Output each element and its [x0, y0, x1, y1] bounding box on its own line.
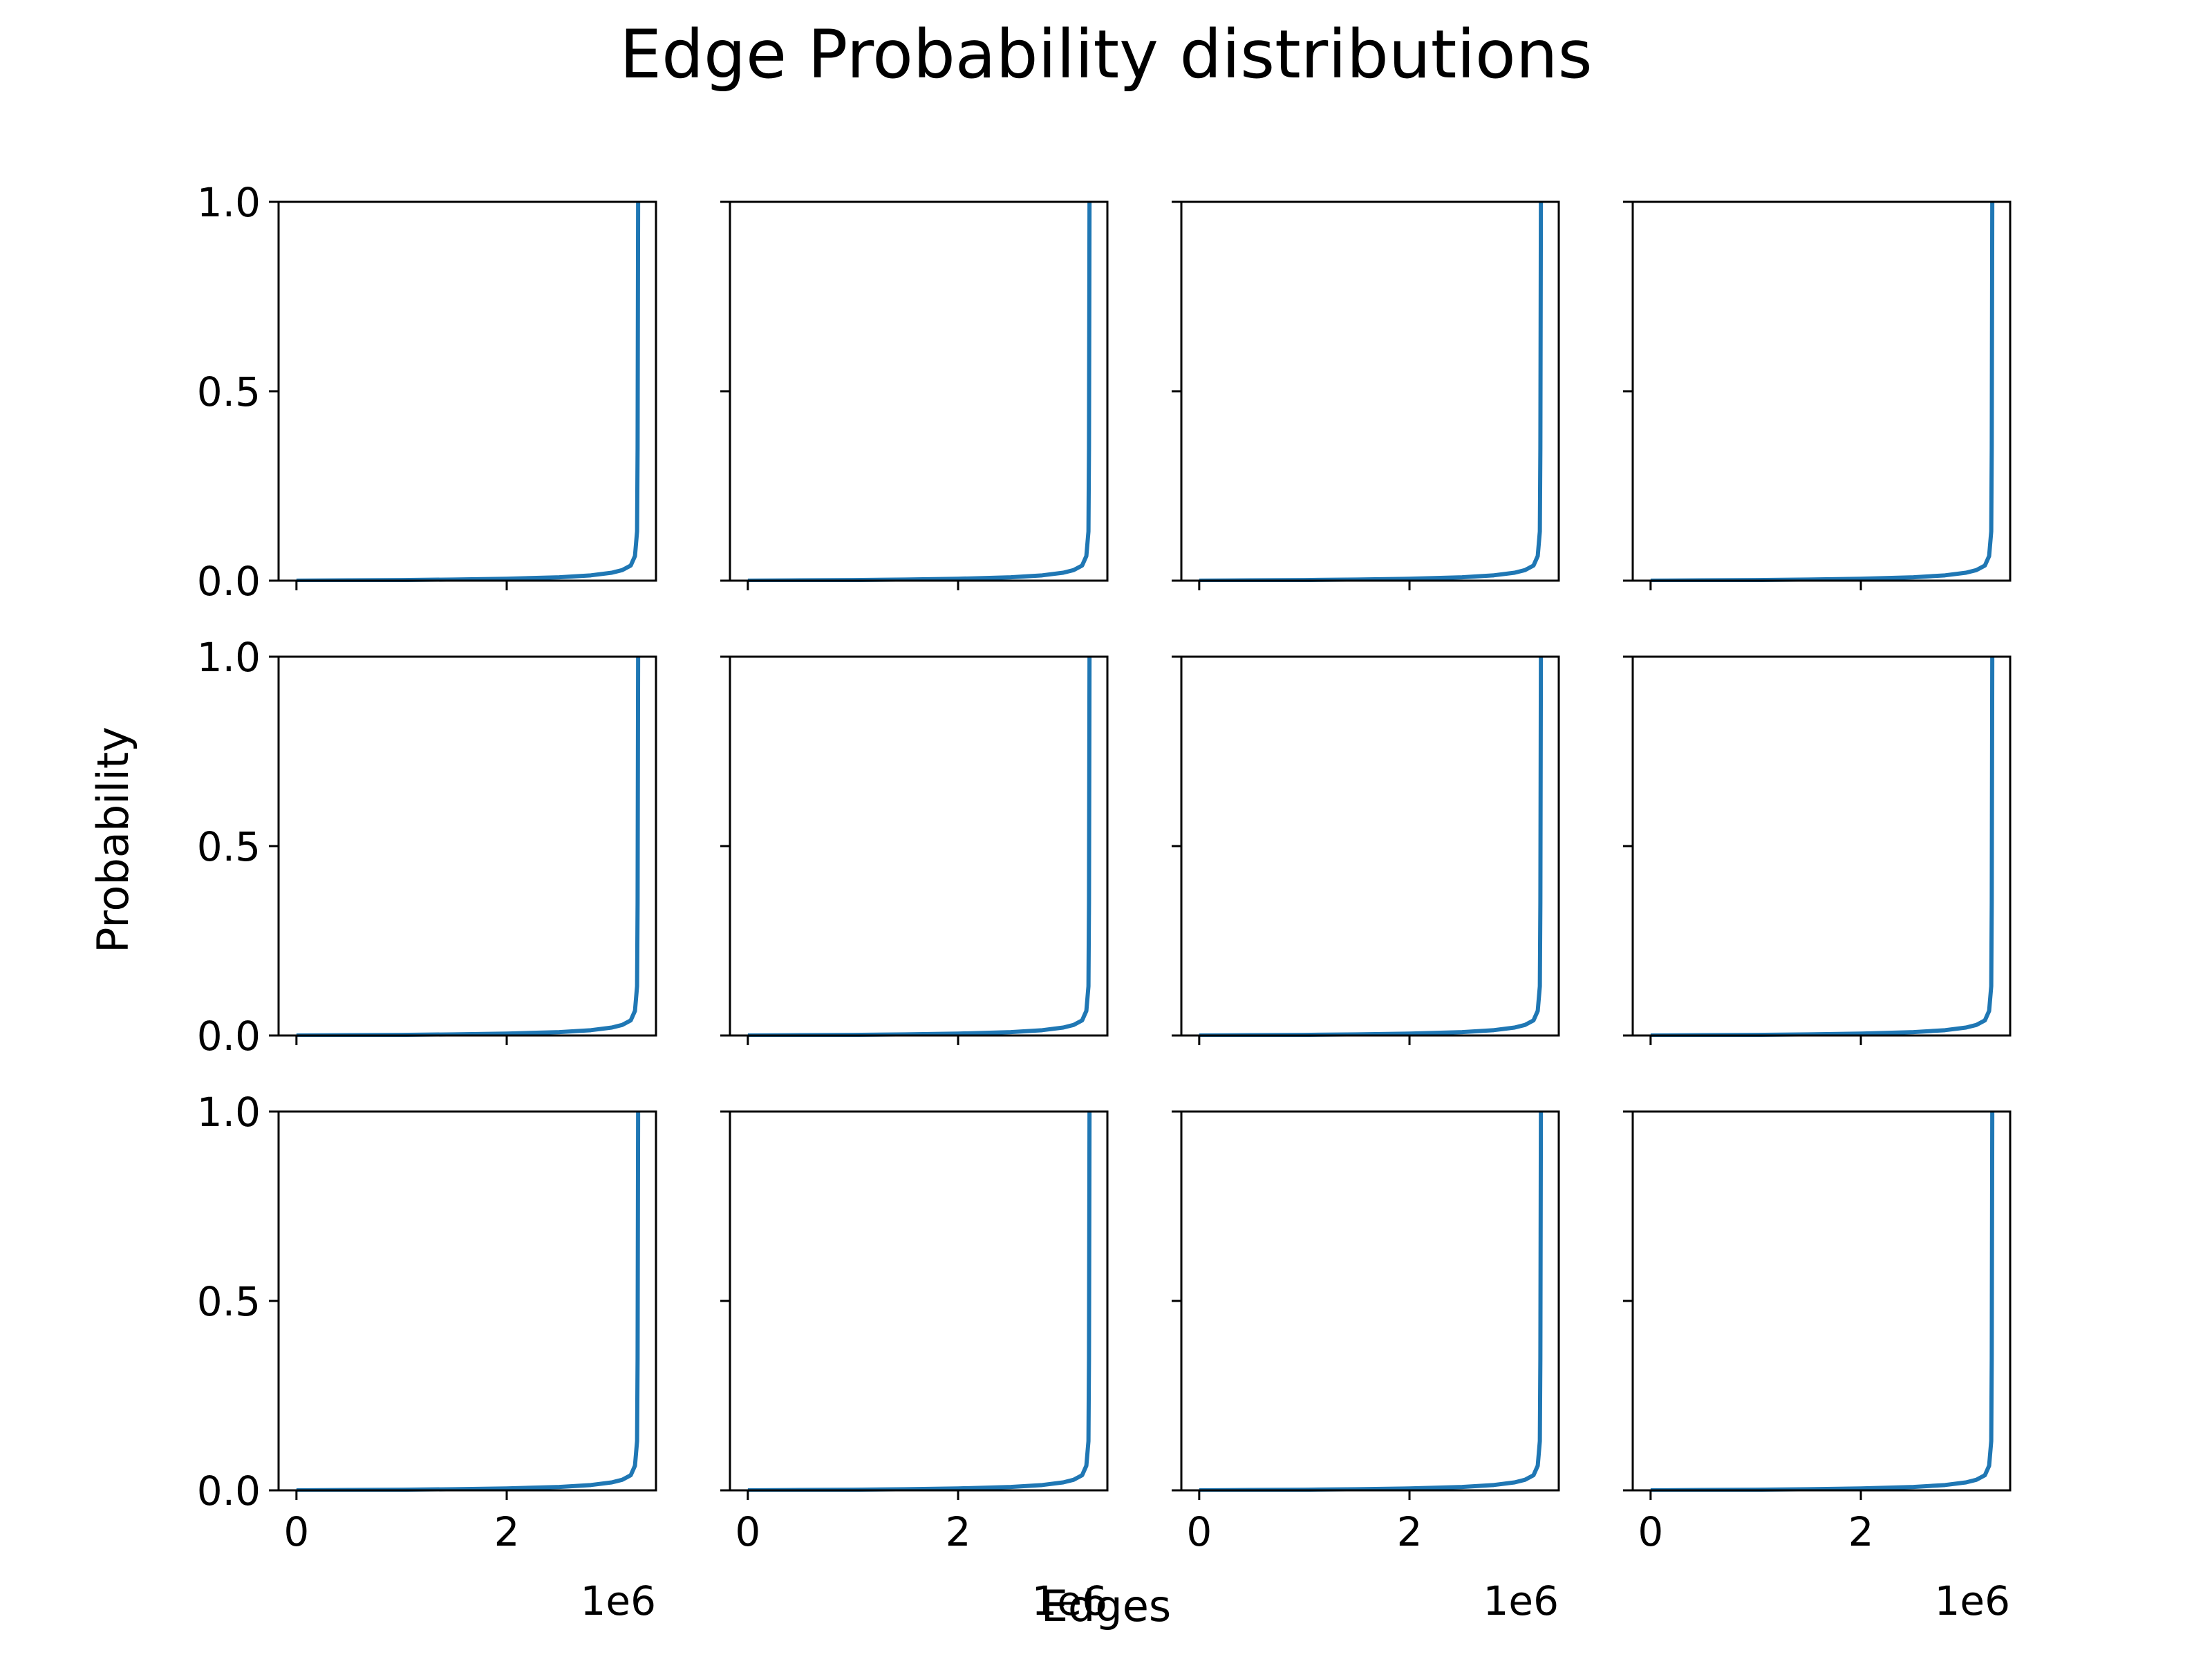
x-offset-label: 1e6 — [1935, 1577, 2011, 1624]
x-offset-label: 1e6 — [581, 1577, 657, 1624]
subplot-2-1: 0.0 0.5 1.0 — [197, 634, 657, 1060]
x-tick-label: 2 — [946, 1508, 971, 1555]
x-axis-label: Edges — [1041, 1581, 1171, 1631]
x-tick-label: 0 — [1186, 1508, 1212, 1555]
y-tick-label: 1.0 — [197, 634, 261, 681]
subplot-1-2 — [720, 200, 1109, 590]
x-tick-label: 0 — [1638, 1508, 1663, 1555]
subplot-3-2: 0 2 1e6 — [720, 1110, 1109, 1624]
subplot-2-3 — [1172, 655, 1560, 1045]
y-tick-label: 1.0 — [197, 1089, 261, 1136]
y-tick-label: 0.0 — [197, 1468, 261, 1515]
x-tick-label: 0 — [735, 1508, 760, 1555]
y-tick-label: 0.5 — [197, 368, 261, 415]
y-tick-label: 0.0 — [197, 558, 261, 605]
y-tick-label: 1.0 — [197, 179, 261, 226]
x-tick-label: 2 — [1848, 1508, 1874, 1555]
x-tick-label: 2 — [1397, 1508, 1423, 1555]
y-axis-label: Probability — [88, 727, 138, 953]
y-tick-label: 0.0 — [197, 1013, 261, 1060]
subplot-grid: 0.0 0.5 1.0 0.0 0.5 1.0 0.0 0.5 1.0 0 2 1e6 0 2 1e6 0 2 1… — [197, 179, 2012, 1624]
x-offset-label: 1e6 — [1032, 1577, 1108, 1624]
subplot-2-2 — [720, 655, 1109, 1045]
x-tick-label: 2 — [494, 1508, 520, 1555]
subplot-1-3 — [1172, 200, 1560, 590]
subplot-2-4 — [1623, 655, 2012, 1045]
y-tick-label: 0.5 — [197, 823, 261, 870]
subplot-3-1: 0.0 0.5 1.0 0 2 1e6 — [197, 1089, 657, 1624]
subplot-1-4 — [1623, 200, 2012, 590]
x-offset-label: 1e6 — [1483, 1577, 1559, 1624]
figure-title: Edge Probability distributions — [619, 16, 1592, 93]
subplot-3-4: 0 2 1e6 — [1623, 1110, 2012, 1624]
subplot-3-3: 0 2 1e6 — [1172, 1110, 1560, 1624]
y-tick-label: 0.5 — [197, 1278, 261, 1325]
x-tick-label: 0 — [283, 1508, 309, 1555]
subplot-1-1: 0.0 0.5 1.0 — [197, 179, 657, 605]
